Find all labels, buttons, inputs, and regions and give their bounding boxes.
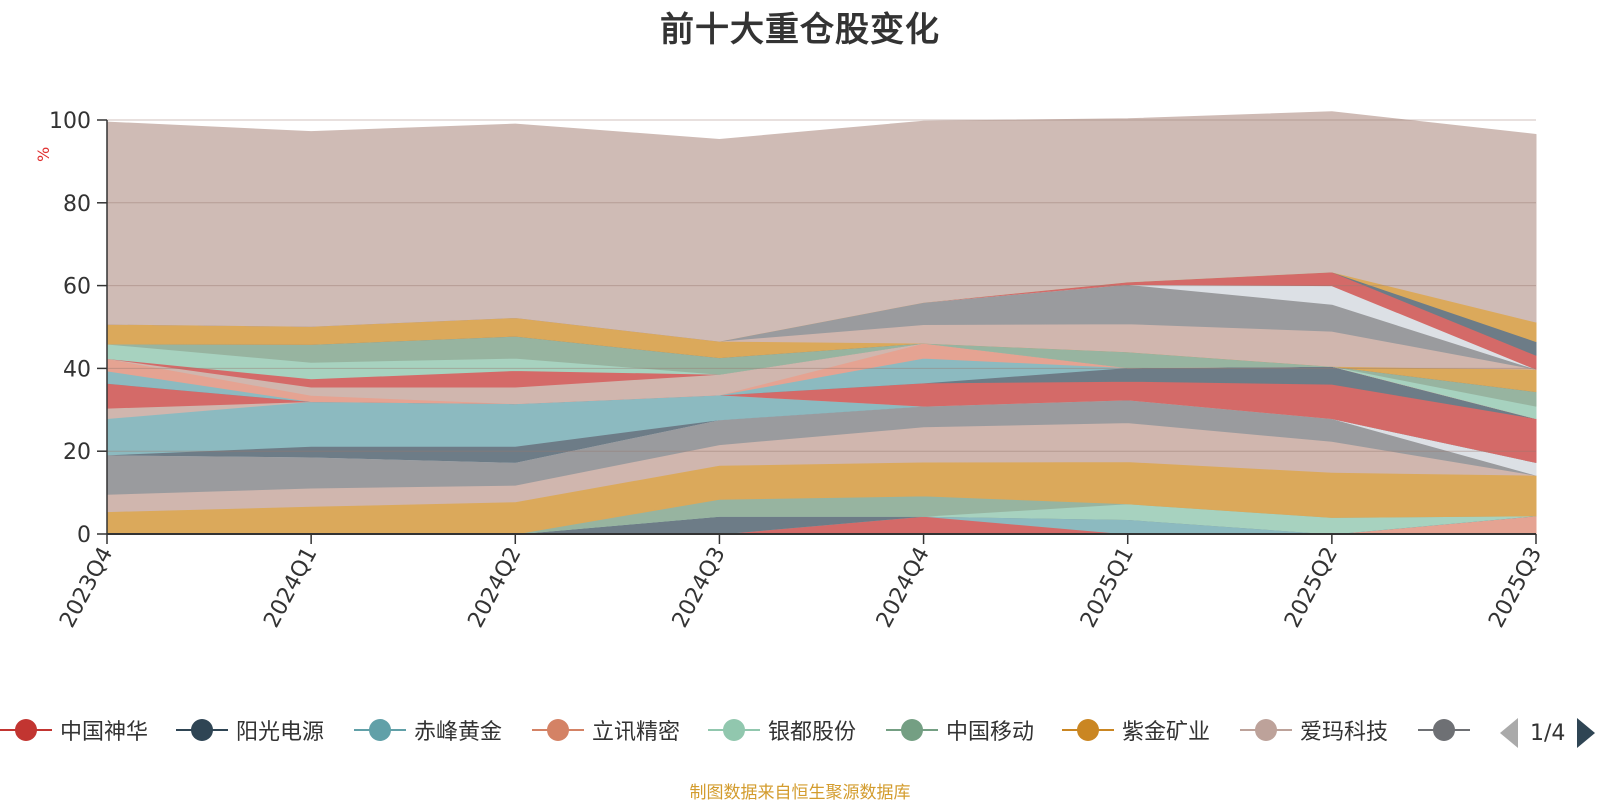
legend-label: 赤峰黄金 bbox=[414, 720, 503, 745]
legend-label: 爱玛科技 bbox=[1300, 720, 1389, 745]
legend-marker-icon bbox=[1240, 716, 1292, 744]
y-tick-label-40: 40 bbox=[63, 357, 91, 382]
y-tick-label-80: 80 bbox=[63, 192, 91, 217]
legend-item-1[interactable]: 阳光电源 bbox=[176, 710, 324, 750]
legend-marker-icon bbox=[176, 716, 228, 744]
legend-label: 中国神华 bbox=[60, 720, 149, 745]
legend-label: 立讯精密 bbox=[592, 720, 681, 745]
x-tick-label-2024Q3: 2024Q3 bbox=[668, 543, 731, 632]
legend-marker-icon bbox=[532, 716, 584, 744]
x-tick-label-2023Q4: 2023Q4 bbox=[55, 543, 118, 632]
area-layer bbox=[106, 111, 1537, 535]
legend-item-2[interactable]: 赤峰黄金 bbox=[354, 710, 502, 750]
legend-item-0[interactable]: 中国神华 bbox=[0, 710, 148, 750]
legend-item-3[interactable]: 立讯精密 bbox=[532, 710, 680, 750]
source-note: 制图数据来自恒生聚源数据库 bbox=[689, 783, 911, 803]
legend: 中国神华 阳光电源 赤峰黄金 立讯精密 银都股份 中国移动 紫金矿业 爱玛科技 bbox=[0, 710, 1480, 750]
legend-item-7[interactable]: 爱玛科技 bbox=[1240, 710, 1388, 750]
legend-item-6[interactable]: 紫金矿业 bbox=[1062, 710, 1210, 750]
y-axis-label: % bbox=[34, 147, 53, 162]
legend-page-indicator: 1/4 bbox=[1530, 720, 1566, 746]
legend-item-8[interactable] bbox=[1418, 710, 1478, 750]
y-tick-label-20: 20 bbox=[63, 440, 91, 465]
legend-marker-icon bbox=[1062, 716, 1114, 744]
legend-label: 阳光电源 bbox=[236, 720, 325, 745]
legend-prev-icon[interactable] bbox=[1500, 718, 1518, 748]
legend-label: 紫金矿业 bbox=[1122, 720, 1211, 745]
x-tick-label-2024Q1: 2024Q1 bbox=[259, 543, 322, 632]
y-tick-label-0: 0 bbox=[77, 523, 91, 548]
legend-marker-icon bbox=[1418, 716, 1470, 744]
x-tick-label-2025Q2: 2025Q2 bbox=[1280, 543, 1343, 632]
y-tick-label-100: 100 bbox=[49, 109, 91, 134]
grid-layer bbox=[107, 119, 1536, 452]
x-tick-label-2024Q4: 2024Q4 bbox=[872, 543, 935, 632]
legend-marker-icon bbox=[354, 716, 406, 744]
y-tick-label-60: 60 bbox=[63, 275, 91, 300]
legend-marker-icon bbox=[708, 716, 760, 744]
x-tick-label-2025Q3: 2025Q3 bbox=[1484, 543, 1547, 632]
chart-title: 前十大重仓股变化 bbox=[660, 10, 940, 50]
area-series-31 bbox=[106, 111, 1537, 342]
x-tick-label-2024Q2: 2024Q2 bbox=[464, 543, 527, 632]
legend-label: 中国移动 bbox=[946, 720, 1035, 745]
legend-marker-icon bbox=[0, 716, 52, 744]
legend-next-icon[interactable] bbox=[1577, 718, 1596, 748]
legend-pager: 1/4 bbox=[1500, 716, 1596, 750]
legend-item-5[interactable]: 中国移动 bbox=[886, 710, 1034, 750]
x-tick-label-2025Q1: 2025Q1 bbox=[1076, 543, 1139, 632]
legend-label: 银都股份 bbox=[768, 720, 857, 745]
legend-item-4[interactable]: 银都股份 bbox=[708, 710, 856, 750]
legend-marker-icon bbox=[886, 716, 938, 744]
